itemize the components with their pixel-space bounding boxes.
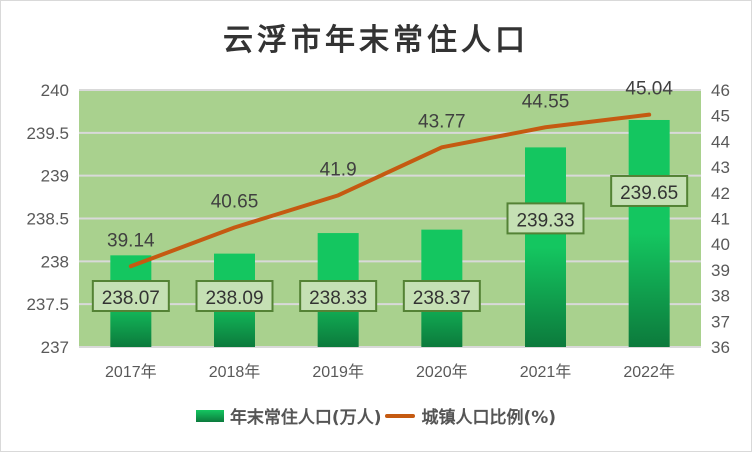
chart-title: 云浮市年末常住人口: [223, 23, 529, 58]
y-right-tick: 39: [711, 261, 730, 280]
y-left-tick: 239.5: [26, 124, 69, 143]
bar-data-label: 239.33: [516, 210, 574, 231]
x-tick: 2021年: [520, 363, 572, 381]
y-right-tick: 45: [711, 107, 730, 126]
y-right-tick: 46: [711, 81, 730, 100]
x-tick: 2017年: [105, 363, 157, 381]
line-data-label: 43.77: [418, 111, 466, 132]
line-data-label: 40.65: [211, 191, 259, 212]
y-right-tick: 43: [711, 158, 730, 177]
y-left-tick: 239: [41, 167, 69, 186]
x-tick: 2019年: [312, 363, 364, 381]
legend-bar-swatch: [195, 409, 224, 422]
y-right-tick: 41: [711, 210, 730, 229]
bar-data-label-box: [506, 202, 585, 235]
bar-data-label-box: [610, 174, 689, 207]
line-data-label: 39.14: [107, 230, 155, 251]
bar-data-label-box: [195, 280, 274, 312]
y-right-tick: 40: [711, 235, 730, 254]
legend-line-swatch: [385, 413, 416, 418]
line-data-label: 41.9: [320, 159, 357, 180]
legend: 年末常住人口(万人) 城镇人口比例(%): [1, 403, 751, 428]
bar-data-label: 239.65: [620, 183, 678, 204]
y-left-tick: 237: [41, 338, 69, 357]
bar-data-label: 238.37: [413, 288, 471, 309]
line-data-label: 44.55: [522, 91, 570, 112]
bar-data-label-box: [402, 280, 481, 312]
x-tick: 2020年: [416, 363, 468, 381]
line-series: [128, 112, 652, 269]
bar-data-label-box: [299, 280, 378, 312]
x-tick: 2022年: [623, 363, 675, 381]
y-right-tick: 38: [711, 287, 730, 306]
y-right-tick: 37: [711, 312, 730, 331]
bar-data-label: 238.09: [205, 288, 263, 309]
y-right-tick: 42: [711, 184, 730, 203]
y-left-tick: 238: [41, 252, 69, 271]
y-left-tick: 238.5: [26, 210, 69, 229]
legend-bar-label: 年末常住人口(万人): [229, 408, 382, 428]
y-right-tick: 44: [711, 132, 730, 151]
bar: [628, 119, 670, 347]
y-right-tick: 36: [711, 338, 730, 357]
y-left-tick: 240: [41, 81, 69, 100]
legend-line-label: 城镇人口比例(%): [421, 408, 557, 428]
bar-data-label: 238.33: [309, 288, 367, 309]
x-tick: 2018年: [209, 363, 261, 381]
line-data-label: 45.04: [625, 79, 673, 100]
bar-data-label-box: [91, 280, 170, 312]
bar-data-label: 238.07: [102, 288, 160, 309]
bar: [525, 147, 566, 347]
y-left-tick: 237.5: [26, 295, 69, 314]
